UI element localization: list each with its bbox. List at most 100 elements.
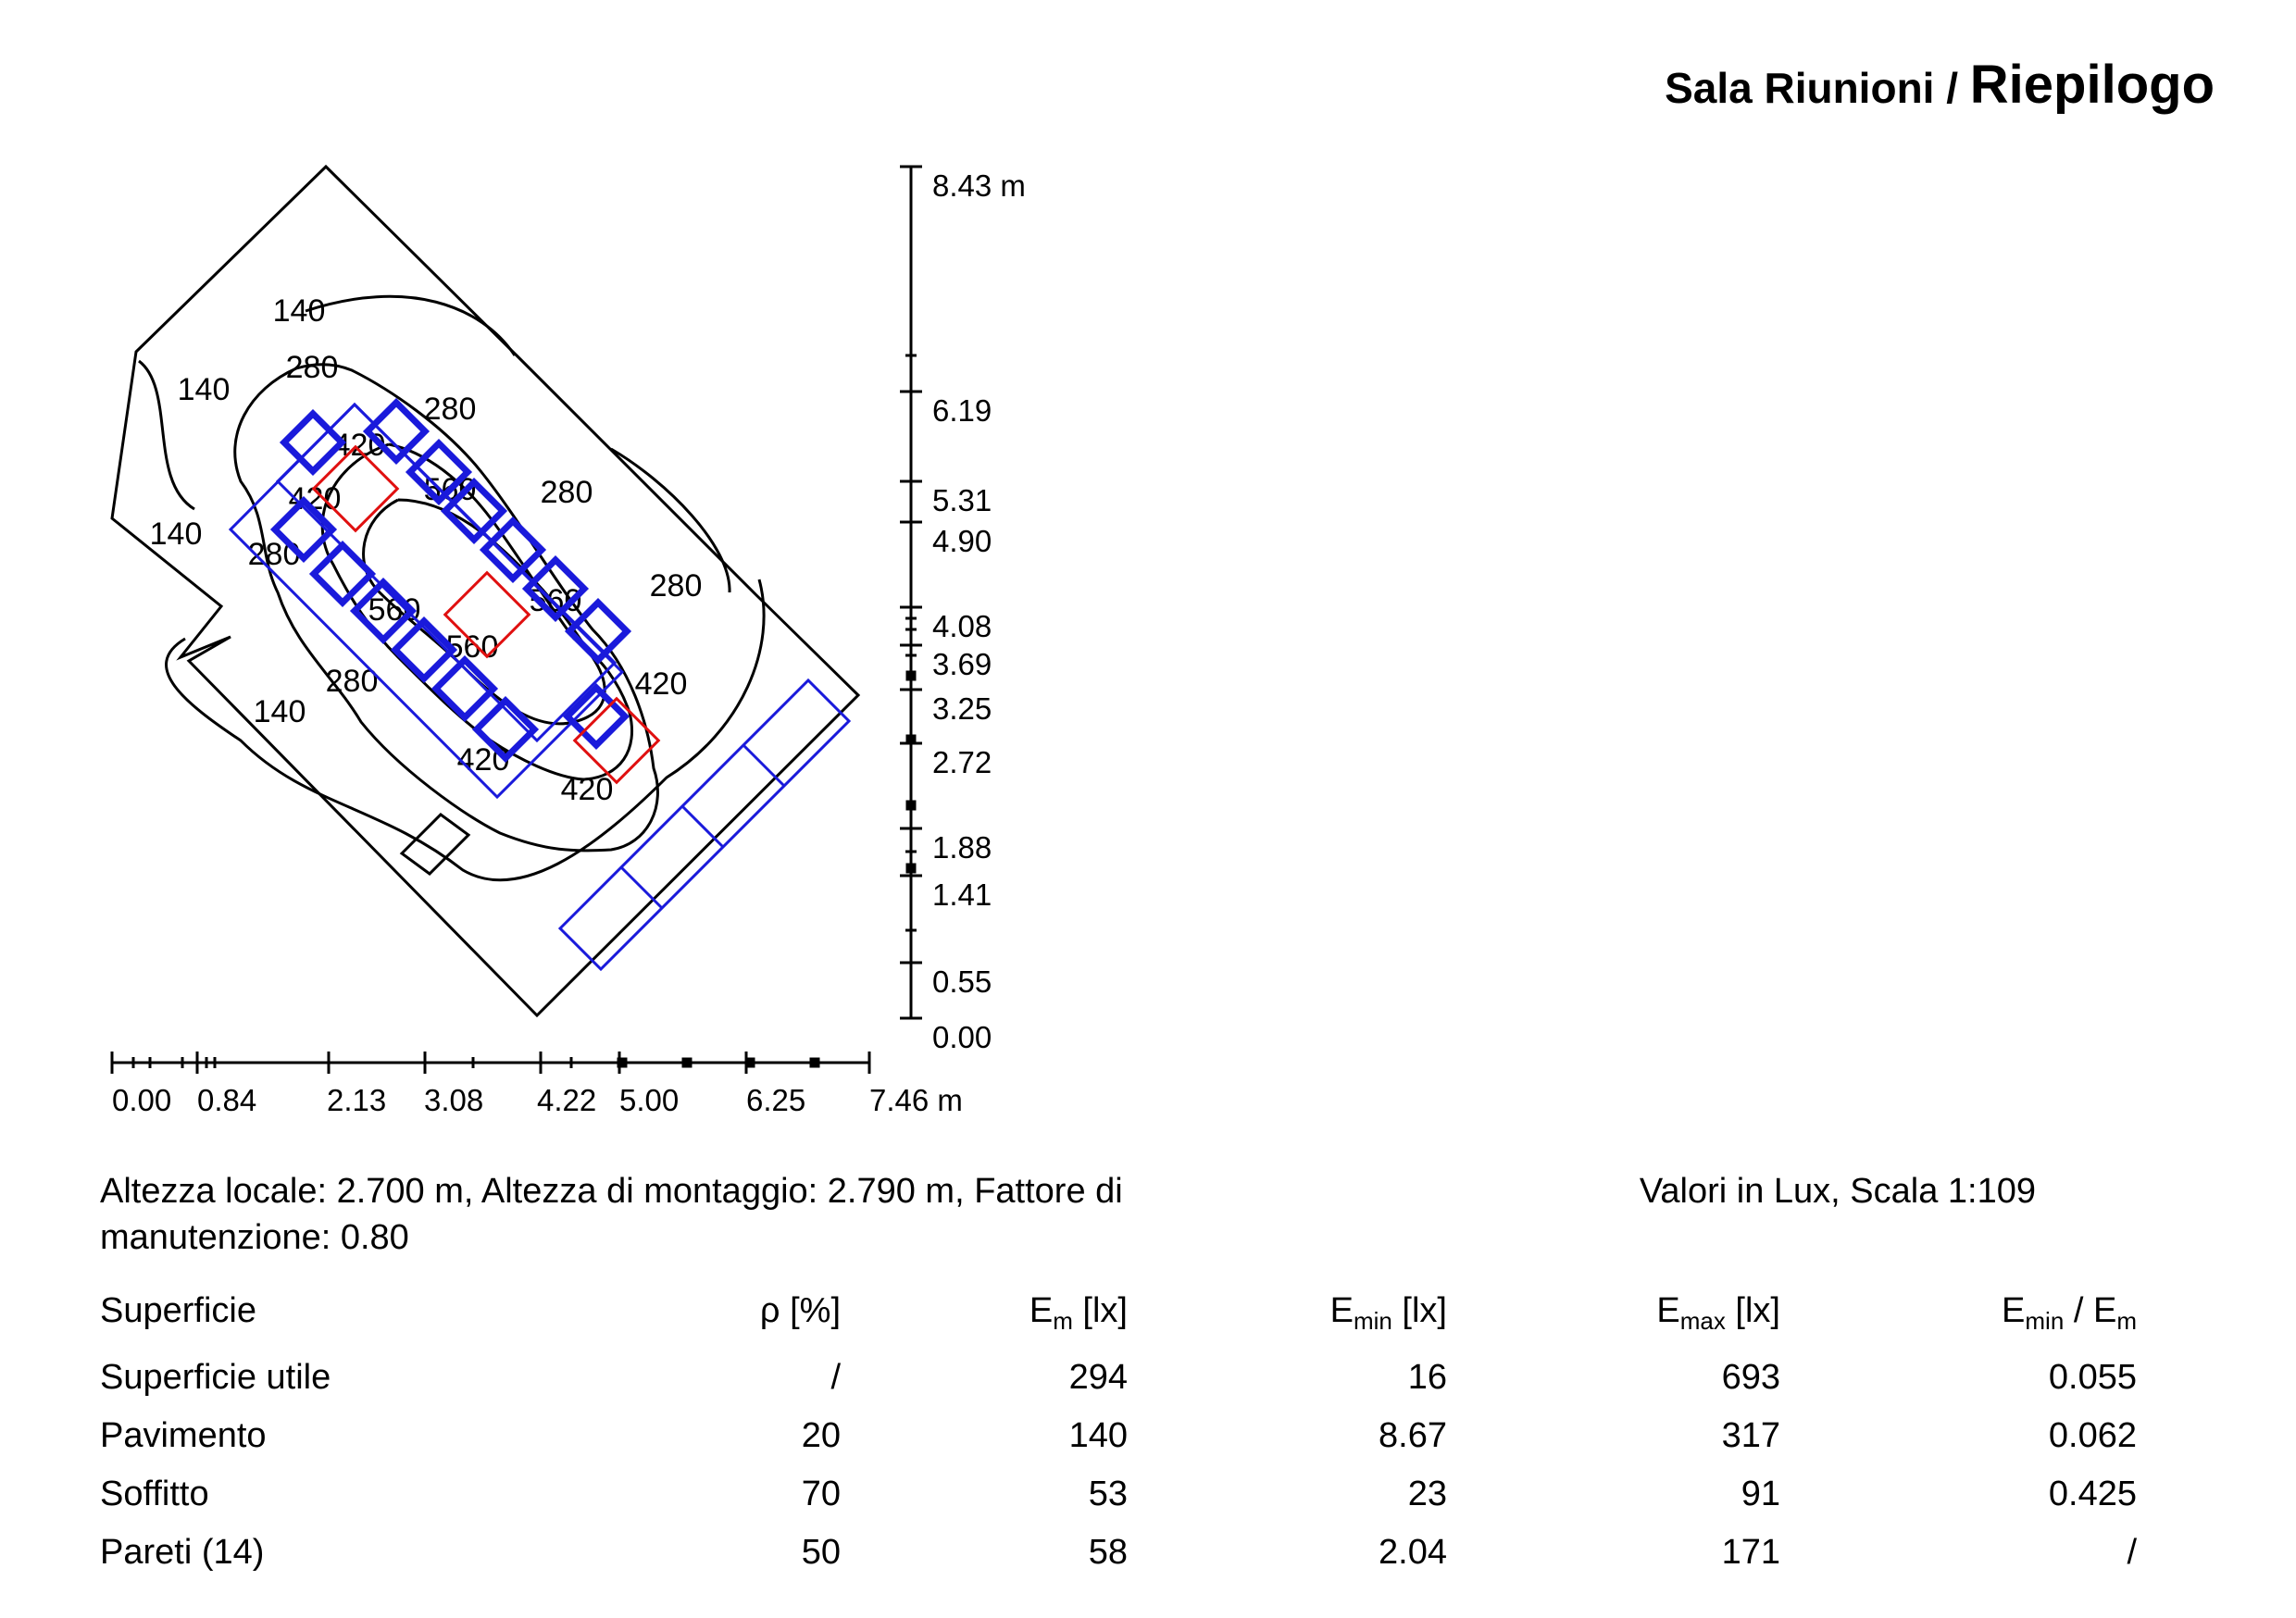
y-marker (905, 800, 917, 811)
chair (349, 577, 418, 645)
wall-cabinet (557, 678, 852, 972)
cabinet-divider (619, 865, 664, 910)
wall-niche (399, 813, 471, 876)
chair (390, 616, 458, 684)
chair (521, 554, 590, 623)
y-tick-label: 5.31 (932, 483, 992, 517)
cell-uniformity: 0.062 (2048, 1416, 2137, 1455)
x-tick-label: 0.84 (197, 1083, 256, 1117)
luminaire (572, 696, 661, 785)
room-name: Sala Riunioni (1665, 64, 1935, 112)
cell-em: 294 (1068, 1358, 1128, 1397)
y-tick-label: 4.08 (932, 609, 992, 643)
x-axis-labels: 0.00 0.84 2.13 3.08 4.22 5.00 6.25 7.46 … (112, 1083, 963, 1117)
y-marker (905, 734, 917, 745)
table-row: Soffitto 70 53 23 91 0.425 (100, 1475, 2137, 1533)
isolux-280 (233, 363, 659, 853)
y-tick-label: 4.90 (932, 524, 992, 558)
header-surface: Superficie (100, 1291, 256, 1330)
page-title: Sala Riunioni / Riepilogo (1665, 54, 2215, 116)
cell-emax: 171 (1721, 1533, 1780, 1572)
x-tick-label: 6.25 (746, 1083, 805, 1117)
cell-emax: 91 (1741, 1475, 1780, 1513)
table-row: Pareti (14) 50 58 2.04 171 / (100, 1533, 2137, 1591)
x-tick-label: 3.08 (424, 1083, 483, 1117)
chair (308, 540, 377, 608)
cabinet-divider (680, 804, 725, 849)
cell-surface: Pavimento (100, 1416, 267, 1455)
cell-surface: Soffitto (100, 1475, 209, 1513)
cell-em: 53 (1088, 1475, 1128, 1513)
isolux-label: 280 (424, 392, 477, 427)
isolux-420 (320, 442, 634, 781)
x-tick-label: 0.00 (112, 1083, 171, 1117)
isolux-label: 280 (541, 475, 593, 510)
header-uniformity: Emin / Em (2002, 1291, 2137, 1335)
isolux-label: 420 (561, 772, 614, 807)
cabinet-outline (557, 678, 852, 972)
isolux-label: 420 (635, 666, 688, 702)
cell-uniformity: / (2127, 1533, 2137, 1572)
chair (471, 695, 540, 764)
cell-surface: Pareti (14) (100, 1533, 265, 1572)
x-marker (681, 1057, 693, 1068)
header-reflectance: ρ [%] (759, 1291, 841, 1330)
cell-emin: 16 (1407, 1358, 1447, 1397)
y-tick-label: 0.55 (932, 965, 992, 999)
luminaire (311, 444, 400, 533)
luminaires (311, 444, 661, 785)
chair (440, 477, 508, 545)
chair (562, 682, 630, 751)
cell-emin: 2.04 (1379, 1533, 1447, 1572)
cell-uniformity: 0.055 (2048, 1358, 2137, 1397)
cell-uniformity: 0.425 (2048, 1475, 2137, 1513)
header-emin: Emin [lx] (1329, 1291, 1447, 1335)
y-axis (900, 165, 922, 1020)
room-parameters: Altezza locale: 2.700 m, Altezza di mont… (100, 1172, 1123, 1257)
y-tick-label: 3.25 (932, 691, 992, 726)
cell-emin: 23 (1407, 1475, 1447, 1513)
floor-plan: 140 140 140 140 280 280 280 280 280 280 … (110, 164, 1026, 1117)
y-tick-label: 3.69 (932, 647, 992, 681)
chair (479, 516, 547, 584)
cabinet-divider (742, 743, 786, 788)
title-separator: / (1934, 64, 1970, 112)
header-emax: Emax [lx] (1656, 1291, 1780, 1335)
y-tick-label: 1.88 (932, 830, 992, 865)
table-header: Superficie ρ [%] Em [lx] Emin [lx] Emax … (100, 1291, 2137, 1358)
y-marker (905, 863, 917, 874)
x-marker (617, 1057, 628, 1068)
table-row: Superficie utile / 294 16 693 0.055 (100, 1358, 2137, 1416)
isolux-label: 140 (254, 694, 306, 729)
y-tick-label: 1.41 (932, 877, 992, 912)
y-tick-label: 8.43 m (932, 168, 1026, 203)
cell-reflectance: 20 (801, 1416, 841, 1455)
x-tick-label: 4.22 (537, 1083, 596, 1117)
isolux-label: 280 (286, 350, 339, 385)
chair (279, 408, 347, 477)
table-row: Pavimento 20 140 8.67 317 0.062 (100, 1416, 2137, 1475)
cell-reflectance: 50 (801, 1533, 841, 1572)
units-scale: Valori in Lux, Scala 1:109 (1639, 1172, 2036, 1211)
cell-em: 58 (1088, 1533, 1128, 1572)
illuminance-table: Superficie ρ [%] Em [lx] Emin [lx] Emax … (100, 1291, 2137, 1591)
y-axis-labels: 8.43 m 6.19 5.31 4.90 4.08 3.69 3.25 2.7… (932, 168, 1026, 1054)
x-marker (809, 1057, 820, 1068)
cell-emin: 8.67 (1379, 1416, 1447, 1455)
chair (405, 438, 473, 506)
isolux-label: 140 (178, 372, 231, 407)
x-axis (110, 1052, 871, 1074)
x-tick-label: 5.00 (619, 1083, 679, 1117)
chair-group (269, 397, 632, 764)
y-tick-label: 0.00 (932, 1020, 992, 1054)
chair (269, 495, 338, 564)
cell-em: 140 (1068, 1416, 1128, 1455)
y-tick-label: 6.19 (932, 393, 992, 428)
y-tick-label: 2.72 (932, 745, 992, 779)
isolux-labels: 140 140 140 140 280 280 280 280 280 280 … (150, 293, 703, 807)
cell-emax: 693 (1721, 1358, 1780, 1397)
x-marker (744, 1057, 755, 1068)
isolux-label: 140 (150, 517, 203, 552)
cell-reflectance: 70 (801, 1475, 841, 1513)
isolux-140 (138, 294, 766, 882)
